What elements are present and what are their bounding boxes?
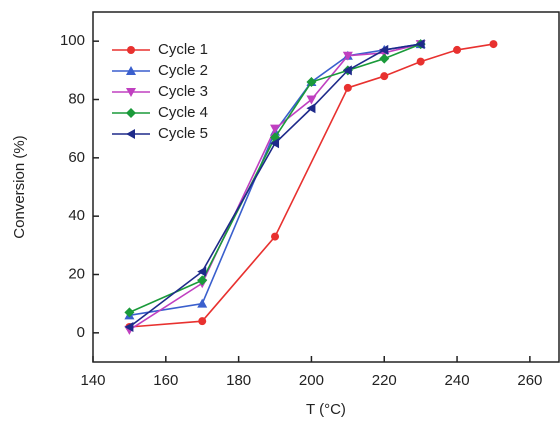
- legend-label: Cycle 4: [158, 104, 208, 121]
- marker: [379, 53, 390, 64]
- marker: [380, 72, 389, 81]
- legend-marker: [127, 46, 135, 54]
- y-tick-label: 60: [68, 149, 85, 166]
- y-tick-label: 20: [68, 265, 85, 282]
- y-tick-label: 0: [77, 324, 85, 341]
- marker: [124, 307, 135, 318]
- x-tick-label: 180: [226, 372, 251, 389]
- marker: [306, 103, 316, 114]
- legend-label: Cycle 2: [158, 62, 208, 79]
- x-tick-label: 260: [517, 372, 542, 389]
- legend-marker: [126, 129, 135, 139]
- marker: [197, 266, 207, 277]
- marker: [306, 95, 317, 105]
- marker: [124, 322, 134, 332]
- x-axis-label: T (°C): [306, 401, 346, 418]
- marker: [270, 138, 280, 149]
- marker: [198, 317, 207, 326]
- marker: [271, 232, 280, 241]
- legend-marker: [126, 88, 136, 97]
- x-tick-label: 220: [372, 372, 397, 389]
- marker: [270, 124, 281, 134]
- legend-label: Cycle 1: [158, 41, 208, 58]
- x-tick-label: 200: [299, 372, 324, 389]
- y-axis-label: Conversion (%): [11, 135, 28, 238]
- legend-marker: [126, 66, 136, 75]
- marker: [489, 40, 498, 49]
- marker: [342, 51, 353, 61]
- x-tick-label: 140: [80, 372, 105, 389]
- legend-marker: [126, 108, 136, 118]
- x-tick-label: 160: [153, 372, 178, 389]
- marker: [343, 83, 352, 92]
- marker: [379, 44, 389, 55]
- legend-label: Cycle 3: [158, 83, 208, 100]
- marker: [342, 65, 352, 76]
- marker: [416, 57, 425, 66]
- x-tick-label: 240: [445, 372, 470, 389]
- marker: [197, 298, 208, 308]
- marker: [415, 39, 425, 50]
- plot-frame: [92, 11, 560, 363]
- y-tick-label: 40: [68, 207, 85, 224]
- marker: [306, 77, 317, 87]
- marker: [197, 275, 208, 286]
- legend-label: Cycle 5: [158, 125, 208, 142]
- series-line: [129, 43, 494, 328]
- y-tick-label: 100: [60, 32, 85, 49]
- marker: [453, 45, 462, 54]
- y-tick-label: 80: [68, 90, 85, 107]
